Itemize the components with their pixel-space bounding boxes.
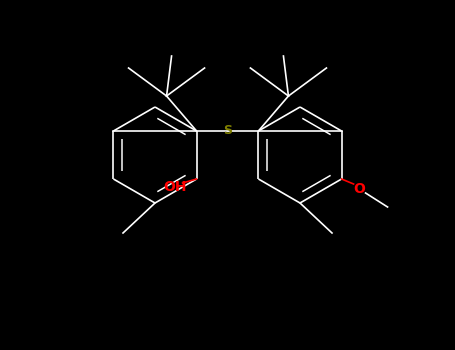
Text: O: O xyxy=(354,182,365,196)
Text: OH: OH xyxy=(163,180,186,194)
Text: S: S xyxy=(223,125,232,138)
